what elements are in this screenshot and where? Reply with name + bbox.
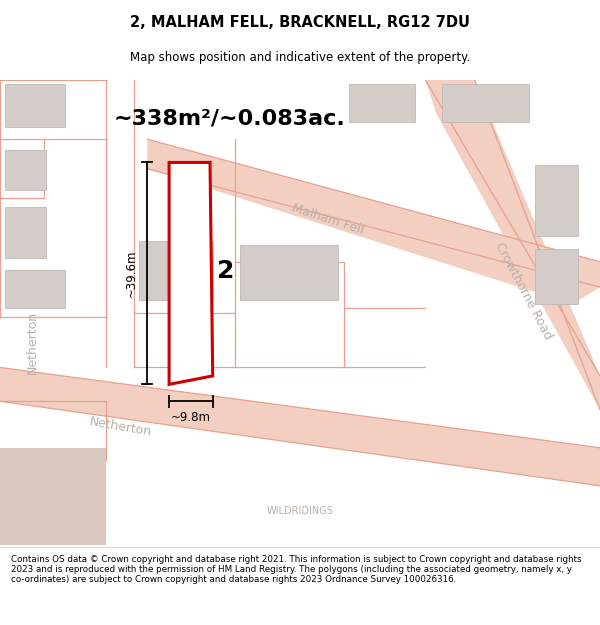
Polygon shape	[5, 270, 65, 308]
Text: WILDRIDINGS: WILDRIDINGS	[266, 506, 334, 516]
Polygon shape	[240, 245, 338, 300]
Polygon shape	[425, 80, 600, 410]
Text: ~338m²/~0.083ac.: ~338m²/~0.083ac.	[113, 108, 345, 128]
Polygon shape	[5, 207, 46, 258]
Polygon shape	[0, 448, 106, 545]
Polygon shape	[5, 150, 46, 190]
Polygon shape	[169, 162, 213, 384]
Text: Map shows position and indicative extent of the property.: Map shows position and indicative extent…	[130, 51, 470, 64]
Text: Crowthorne Road: Crowthorne Road	[493, 241, 555, 342]
Text: 2: 2	[217, 259, 234, 283]
Polygon shape	[5, 84, 65, 126]
Polygon shape	[442, 84, 529, 122]
Polygon shape	[349, 84, 415, 122]
Text: Contains OS data © Crown copyright and database right 2021. This information is : Contains OS data © Crown copyright and d…	[11, 554, 581, 584]
Polygon shape	[535, 164, 578, 236]
Text: Netherton: Netherton	[26, 311, 39, 374]
Polygon shape	[0, 368, 600, 486]
Polygon shape	[139, 241, 213, 300]
Text: Malham Fell: Malham Fell	[290, 202, 365, 238]
Text: ~39.6m: ~39.6m	[124, 249, 137, 297]
Polygon shape	[147, 139, 600, 304]
Text: 2, MALHAM FELL, BRACKNELL, RG12 7DU: 2, MALHAM FELL, BRACKNELL, RG12 7DU	[130, 15, 470, 30]
Polygon shape	[535, 249, 578, 304]
Text: Netherton: Netherton	[88, 415, 152, 439]
Text: ~9.8m: ~9.8m	[171, 411, 211, 424]
